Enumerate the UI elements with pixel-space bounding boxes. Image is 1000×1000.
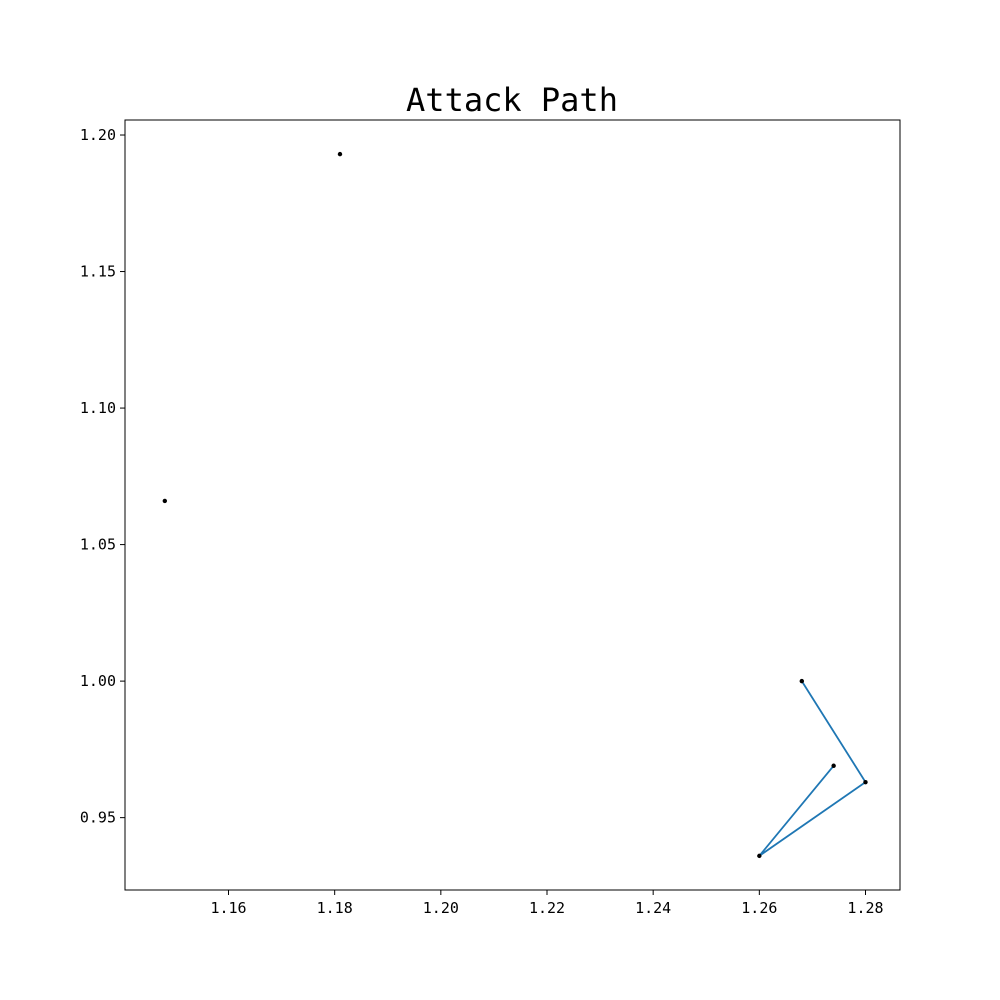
x-tick-label: 1.26 — [741, 899, 777, 917]
x-tick-label: 1.24 — [635, 899, 671, 917]
path-point — [831, 763, 836, 768]
y-tick-label: 1.15 — [80, 263, 116, 281]
isolated-point — [162, 498, 168, 504]
y-tick-label: 1.05 — [80, 536, 116, 554]
path-point — [799, 678, 804, 684]
y-tick-label: 1.20 — [80, 126, 116, 144]
x-tick-label: 1.20 — [423, 899, 459, 917]
x-tick-label: 1.22 — [529, 899, 565, 917]
y-tick-label: 1.00 — [80, 672, 116, 690]
x-tick-label: 1.16 — [210, 899, 246, 917]
path-point — [757, 853, 762, 859]
path-point — [863, 779, 868, 785]
attack-path-line — [758, 680, 867, 857]
y-tick-label: 1.10 — [80, 399, 116, 417]
isolated-point — [337, 151, 343, 157]
x-tick-label: 1.18 — [317, 899, 353, 917]
x-tick-label: 1.28 — [847, 899, 883, 917]
plot-area: 1.16 1.18 1.20 1.22 1.24 1.26 1.28 0.95 1.00 1.05… — [80, 126, 884, 917]
chart-title: Attack Path — [406, 81, 618, 119]
axes-frame — [124, 119, 901, 891]
y-tick-label: 0.95 — [80, 809, 116, 827]
